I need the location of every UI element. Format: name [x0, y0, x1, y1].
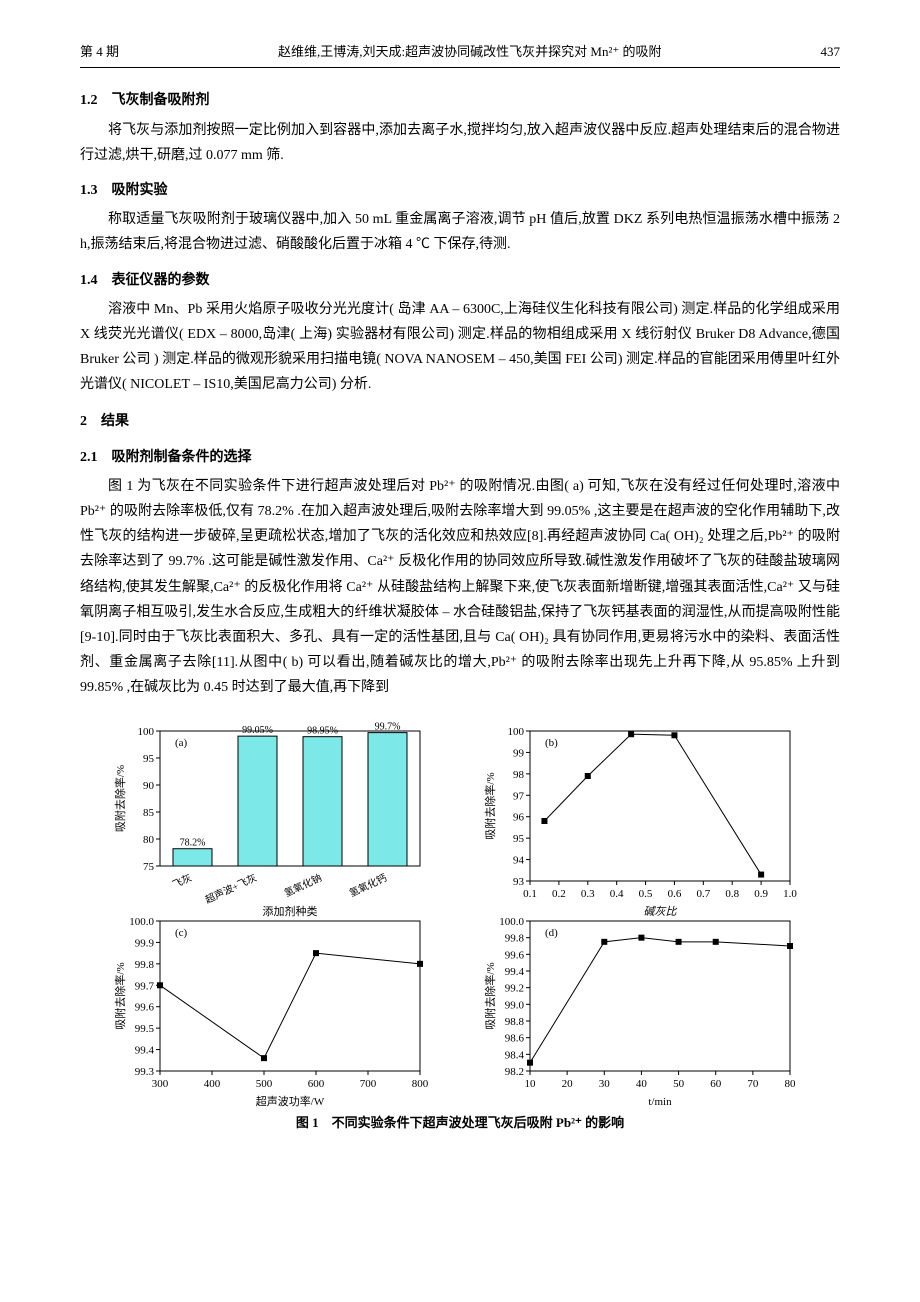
svg-text:75: 75: [143, 861, 155, 873]
svg-text:0.1: 0.1: [523, 888, 537, 900]
svg-text:0.8: 0.8: [725, 888, 739, 900]
svg-text:0.9: 0.9: [754, 888, 768, 900]
svg-text:700: 700: [360, 1078, 377, 1090]
svg-text:50: 50: [673, 1078, 685, 1090]
svg-text:1.0: 1.0: [783, 888, 797, 900]
svg-text:吸附去除率/%: 吸附去除率/%: [483, 772, 497, 839]
svg-text:(b): (b): [545, 737, 558, 749]
svg-text:99.0: 99.0: [505, 999, 525, 1011]
svg-text:0.4: 0.4: [610, 888, 624, 900]
chart-b: 93 94 95 96 97 98 99 100 0.1 0.2 0.3 0.4 0.5 0.6 0.7 0.…: [480, 721, 800, 901]
section-1-4-title: 1.4 表征仪器的参数: [80, 268, 840, 293]
svg-text:70: 70: [747, 1078, 759, 1090]
chart-d: 98.2 98.4 98.6 98.8 99.0 99.2 99.4 99.6 99.8 100.…: [480, 911, 800, 1091]
svg-text:95: 95: [513, 833, 525, 845]
running-title: 赵维维,王博涛,刘天成:超声波协同碱改性飞灰并探究对 Mn²⁺ 的吸附: [278, 40, 661, 63]
svg-text:97: 97: [513, 790, 525, 802]
svg-text:99.4: 99.4: [135, 1044, 155, 1056]
svg-text:100: 100: [138, 726, 155, 738]
chart-c: 99.3 99.4 99.5 99.6 99.7 99.8 99.9 100.0 300 400 5…: [110, 911, 430, 1091]
svg-text:飞灰: 飞灰: [170, 870, 194, 890]
svg-text:0.2: 0.2: [552, 888, 566, 900]
svg-text:78.2%: 78.2%: [180, 837, 206, 848]
svg-text:(a): (a): [175, 737, 188, 749]
svg-text:800: 800: [412, 1078, 429, 1090]
svg-text:99.6: 99.6: [505, 949, 525, 961]
svg-text:0.7: 0.7: [696, 888, 710, 900]
svg-text:98.95%: 98.95%: [307, 725, 338, 736]
svg-text:20: 20: [562, 1078, 574, 1090]
svg-text:96: 96: [513, 811, 525, 823]
svg-text:100.0: 100.0: [129, 916, 154, 928]
page-number: 437: [820, 40, 840, 63]
svg-text:93: 93: [513, 876, 525, 888]
svg-text:80: 80: [785, 1078, 797, 1090]
section-1-2-title: 1.2 飞灰制备吸附剂: [80, 88, 840, 113]
svg-text:t/min: t/min: [648, 1096, 672, 1108]
svg-text:100.0: 100.0: [499, 916, 524, 928]
svg-text:超声波+飞灰: 超声波+飞灰: [203, 870, 259, 905]
figure-1-caption: 图 1 不同实验条件下超声波处理飞灰后吸附 Pb²⁺ 的影响: [80, 1111, 840, 1134]
svg-text:吸附去除率/%: 吸附去除率/%: [483, 962, 497, 1029]
section-2-1-title: 2.1 吸附剂制备条件的选择: [80, 445, 840, 470]
svg-text:氢氧化钠: 氢氧化钠: [282, 870, 324, 899]
svg-text:100: 100: [508, 726, 525, 738]
svg-text:99: 99: [513, 747, 525, 759]
svg-text:99.4: 99.4: [505, 966, 525, 978]
svg-text:超声波功率/W: 超声波功率/W: [256, 1094, 325, 1108]
svg-text:90: 90: [143, 780, 155, 792]
section-1-2-p1: 将飞灰与添加剂按照一定比例加入到容器中,添加去离子水,搅拌均匀,放入超声波仪器中…: [80, 118, 840, 168]
svg-text:99.2: 99.2: [505, 982, 524, 994]
chart-a: 758085909510078.2%飞灰99.05%超声波+飞灰98.95%氢氧…: [110, 721, 430, 901]
svg-text:98.6: 98.6: [505, 1032, 525, 1044]
svg-text:99.8: 99.8: [135, 958, 155, 970]
svg-text:99.6: 99.6: [135, 1001, 155, 1013]
svg-text:60: 60: [710, 1078, 722, 1090]
svg-text:600: 600: [308, 1078, 325, 1090]
svg-text:99.7: 99.7: [135, 980, 155, 992]
svg-text:98.2: 98.2: [505, 1066, 524, 1078]
svg-text:98.4: 98.4: [505, 1049, 525, 1061]
svg-text:(c): (c): [175, 927, 188, 939]
svg-text:99.05%: 99.05%: [242, 725, 273, 736]
svg-text:99.9: 99.9: [135, 937, 155, 949]
svg-text:98: 98: [513, 768, 525, 780]
svg-text:98.8: 98.8: [505, 1016, 525, 1028]
svg-text:10: 10: [525, 1078, 537, 1090]
svg-text:0.3: 0.3: [581, 888, 595, 900]
svg-text:吸附去除率/%: 吸附去除率/%: [113, 962, 127, 1029]
svg-text:99.7%: 99.7%: [375, 721, 401, 732]
section-1-4-p1: 溶液中 Mn、Pb 采用火焰原子吸收分光光度计( 岛津 AA – 6300C,上…: [80, 297, 840, 398]
svg-text:95: 95: [143, 753, 155, 765]
svg-text:30: 30: [599, 1078, 611, 1090]
svg-text:500: 500: [256, 1078, 273, 1090]
svg-text:吸附去除率/%: 吸附去除率/%: [113, 764, 127, 831]
svg-text:94: 94: [513, 854, 525, 866]
svg-text:(d): (d): [545, 927, 558, 939]
svg-text:85: 85: [143, 807, 155, 819]
svg-text:99.3: 99.3: [135, 1066, 155, 1078]
section-2-1-p1: 图 1 为飞灰在不同实验条件下进行超声波处理后对 Pb²⁺ 的吸附情况.由图( …: [80, 474, 840, 701]
page-header: 第 4 期 赵维维,王博涛,刘天成:超声波协同碱改性飞灰并探究对 Mn²⁺ 的吸…: [80, 40, 840, 68]
svg-text:99.5: 99.5: [135, 1023, 155, 1035]
svg-text:0.6: 0.6: [668, 888, 682, 900]
svg-text:氢氧化钙: 氢氧化钙: [347, 870, 389, 899]
svg-text:40: 40: [636, 1078, 648, 1090]
svg-text:400: 400: [204, 1078, 221, 1090]
svg-text:99.8: 99.8: [505, 932, 525, 944]
svg-text:300: 300: [152, 1078, 169, 1090]
issue-label: 第 4 期: [80, 40, 119, 63]
svg-text:80: 80: [143, 834, 155, 846]
svg-text:0.5: 0.5: [639, 888, 653, 900]
section-2-title: 2 结果: [80, 409, 840, 434]
section-1-3-title: 1.3 吸附实验: [80, 178, 840, 203]
section-1-3-p1: 称取适量飞灰吸附剂于玻璃仪器中,加入 50 mL 重金属离子溶液,调节 pH 值…: [80, 207, 840, 257]
figure-1: 75 80 85 90 95 100 78.2% 飞灰 99.05% 超声波+飞灰 98.95% 氢氧…: [110, 721, 810, 1091]
